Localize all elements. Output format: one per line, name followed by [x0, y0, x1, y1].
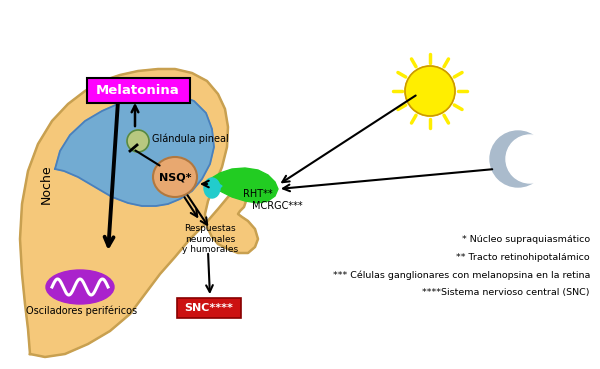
Circle shape [490, 131, 546, 187]
Circle shape [506, 135, 554, 183]
Text: *** Células ganglionares con melanopsina en la retina: *** Células ganglionares con melanopsina… [332, 270, 590, 280]
Text: ****Sistema nervioso central (SNC): ****Sistema nervioso central (SNC) [422, 289, 590, 297]
FancyBboxPatch shape [86, 77, 190, 103]
Ellipse shape [46, 270, 114, 304]
Ellipse shape [204, 178, 220, 198]
Text: Melatonina: Melatonina [96, 83, 180, 97]
Circle shape [127, 130, 149, 152]
Polygon shape [55, 94, 214, 206]
Ellipse shape [153, 157, 197, 197]
Text: RHT**: RHT** [243, 189, 272, 199]
Text: Respuestas
neuronales
y humorales: Respuestas neuronales y humorales [182, 224, 238, 254]
Text: SNC****: SNC**** [185, 303, 233, 313]
Polygon shape [210, 168, 278, 203]
Text: ** Tracto retinohipotalámico: ** Tracto retinohipotalámico [457, 252, 590, 262]
Polygon shape [20, 69, 258, 357]
Text: Noche: Noche [40, 164, 53, 204]
Circle shape [405, 66, 455, 116]
Text: NSQ*: NSQ* [159, 172, 191, 182]
Text: Glándula pineal: Glándula pineal [152, 134, 229, 144]
Text: * Núcleo supraquiasmático: * Núcleo supraquiasmático [462, 235, 590, 244]
Polygon shape [210, 179, 222, 197]
Text: Osciladores periféricos: Osciladores periféricos [26, 306, 137, 316]
FancyBboxPatch shape [177, 298, 241, 318]
Text: MCRGC***: MCRGC*** [252, 201, 302, 211]
